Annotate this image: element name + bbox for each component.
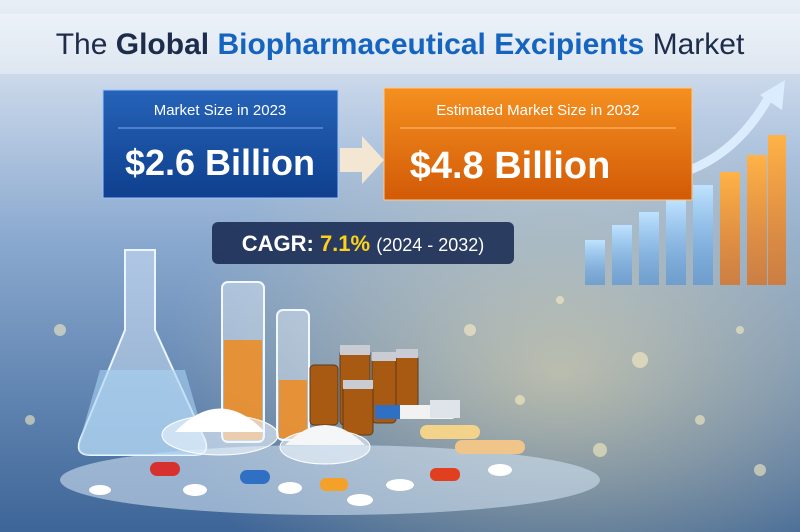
- cagr-value: 7.1%: [320, 231, 370, 256]
- bokeh: [25, 296, 766, 476]
- cagr: CAGR: 7.1% (2024 - 2032): [242, 231, 485, 256]
- forecast-label: Estimated Market Size in 2032: [436, 102, 639, 119]
- cagr-period: (2024 - 2032): [376, 235, 484, 255]
- forecast-value: $4.8 Billion: [410, 145, 611, 187]
- forecast-box: [383, 87, 693, 201]
- title-tail: Market: [653, 28, 745, 61]
- current-label: Market Size in 2023: [154, 102, 287, 119]
- arrow: [340, 136, 384, 184]
- cagr-label: CAGR:: [242, 231, 314, 256]
- growth-bars: [585, 80, 786, 285]
- cagr-box: [212, 222, 514, 264]
- current-box: [102, 89, 339, 199]
- title: The Global Biopharmaceutical Excipients …: [56, 28, 745, 61]
- title-band: [0, 14, 800, 74]
- title-bold: Global: [116, 28, 209, 61]
- title-highlight: Biopharmaceutical Excipients: [217, 28, 644, 61]
- title-lead: The: [56, 28, 108, 61]
- lab-illustration: [60, 249, 600, 515]
- current-value: $2.6 Billion: [125, 142, 315, 183]
